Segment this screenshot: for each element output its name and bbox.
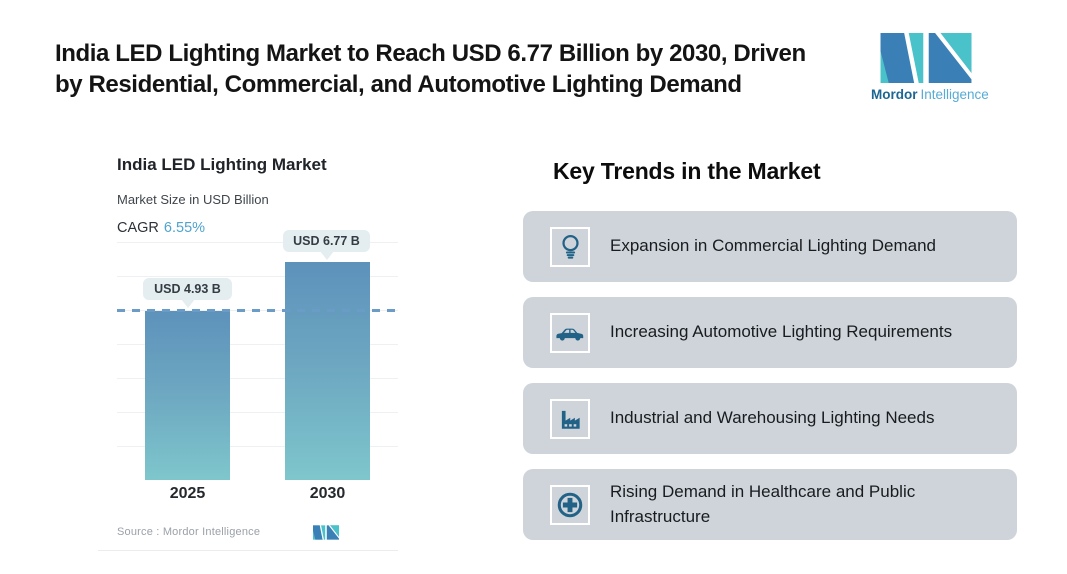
trend-text: Industrial and Warehousing Lighting Need…	[610, 408, 935, 428]
page-title-line1: India LED Lighting Market to Reach USD 6…	[55, 40, 806, 67]
trend-cards: Expansion in Commercial Lighting Demand …	[523, 211, 1017, 540]
chart-title: India LED Lighting Market	[117, 155, 327, 174]
source-note: Source : Mordor Intelligence	[117, 526, 261, 538]
chart-subtitle: Market Size in USD Billion	[117, 192, 269, 207]
mini-logo-icon	[313, 525, 339, 540]
brand-logo: Mordor Intelligence	[871, 33, 989, 102]
brand-name-light: Intelligence	[920, 87, 989, 102]
market-chart-panel: India LED Lighting Market Market Size in…	[98, 140, 398, 551]
trend-card-industrial-lighting: Industrial and Warehousing Lighting Need…	[523, 383, 1017, 454]
trend-card-automotive-lighting: Increasing Automotive Lighting Requireme…	[523, 297, 1017, 368]
cagr-row: CAGR 6.55%	[117, 220, 205, 236]
trend-text: Expansion in Commercial Lighting Demand	[610, 236, 936, 256]
value-label-2025: USD 4.93 B	[143, 278, 232, 300]
trend-card-healthcare-infrastructure: Rising Demand in Healthcare and Public I…	[523, 469, 1017, 540]
brand-name-bold: Mordor	[871, 87, 918, 102]
value-label-2030: USD 6.77 B	[283, 230, 370, 252]
car-icon	[556, 328, 584, 341]
brand-name: Mordor Intelligence	[871, 87, 989, 102]
cagr-value: 6.55%	[163, 220, 206, 236]
trend-icon-box	[550, 312, 590, 353]
trend-icon-box	[550, 398, 590, 439]
health-cross-icon	[557, 492, 583, 517]
bar-2025	[145, 311, 230, 480]
page-title-line2: by Residential, Commercial, and Automoti…	[55, 71, 742, 98]
cagr-label: CAGR	[117, 220, 159, 236]
trend-icon-box	[550, 484, 590, 525]
trends-heading: Key Trends in the Market	[553, 158, 821, 184]
bar-2030	[285, 262, 370, 480]
trend-text: Increasing Automotive Lighting Requireme…	[610, 322, 953, 342]
trend-text: Rising Demand in Healthcare and Public I…	[610, 482, 916, 526]
factory-icon	[561, 410, 580, 429]
trend-icon-box	[550, 226, 590, 267]
x-axis-label-2030: 2030	[309, 485, 346, 502]
x-axis-label-2025: 2025	[169, 485, 206, 502]
lightbulb-icon	[561, 235, 579, 259]
mordor-intelligence-logo-icon	[880, 33, 972, 83]
page-title: India LED Lighting Market to Reach USD 6…	[55, 38, 875, 100]
reference-dashed-line	[117, 309, 398, 312]
trend-card-commercial-lighting: Expansion in Commercial Lighting Demand	[523, 211, 1017, 282]
